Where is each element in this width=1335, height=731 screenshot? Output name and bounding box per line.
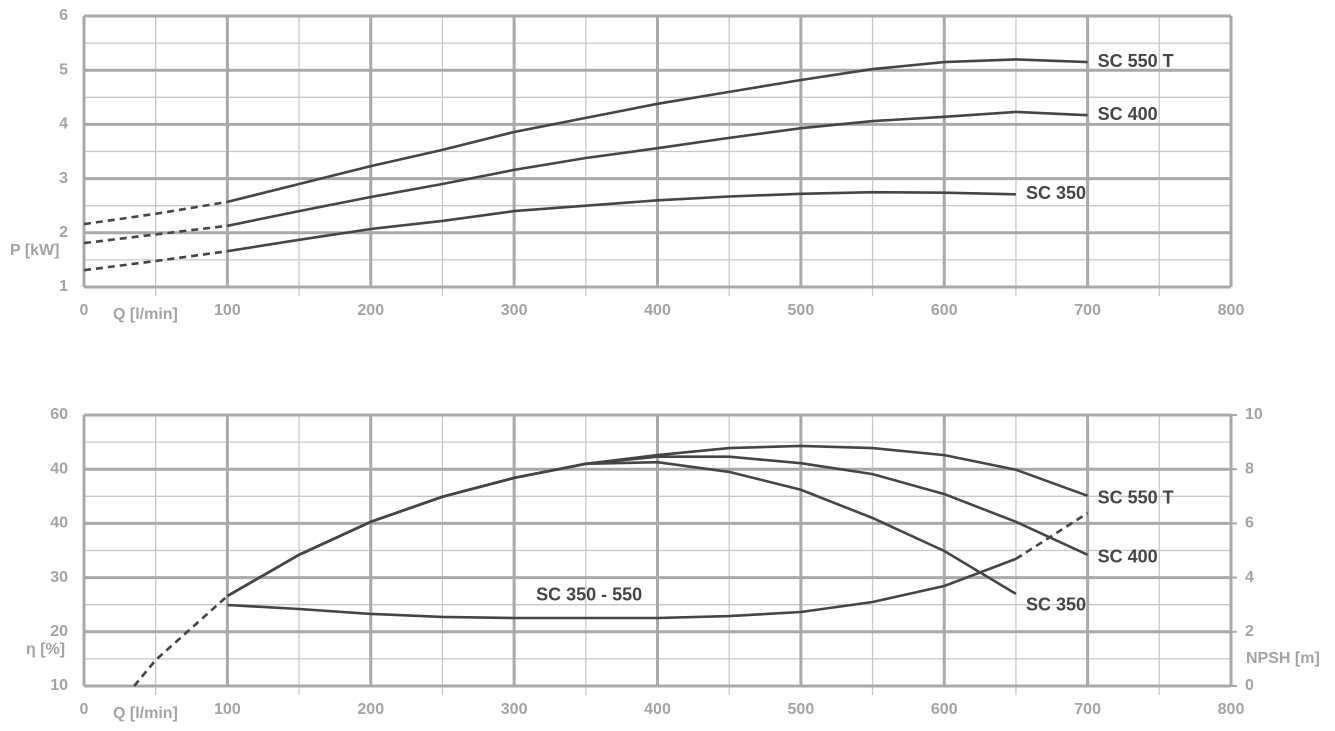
y-tick-label: 30 — [50, 569, 68, 586]
x-tick-label: 700 — [1074, 701, 1101, 718]
x-tick-label: 400 — [644, 302, 671, 319]
y-tick-label: 1 — [59, 278, 68, 295]
curve-label: SC 350 — [1026, 595, 1086, 615]
y2-axis-label: NPSH [m] — [1246, 650, 1320, 667]
y-axis-label: η [%] — [26, 641, 65, 658]
y2-tick-label: 8 — [1245, 460, 1254, 477]
y-tick-label: 60 — [50, 406, 68, 423]
x-tick-label: 300 — [501, 701, 528, 718]
y2-tick-label: 0 — [1245, 677, 1254, 694]
curve-label: SC 550 T — [1098, 51, 1174, 71]
dashed-curve — [83, 224, 228, 245]
y-axis-label: P [kW] — [10, 242, 59, 259]
y-tick-label: 2 — [59, 224, 68, 241]
y2-tick-label: 2 — [1245, 623, 1254, 640]
curve — [227, 110, 1088, 228]
dashed-curve — [133, 595, 229, 687]
x-tick-label: 600 — [931, 302, 958, 319]
x-tick-label: 600 — [931, 701, 958, 718]
y-tick-label: 3 — [59, 170, 68, 187]
x-tick-label: 200 — [357, 302, 384, 319]
x-tick-label: 800 — [1218, 302, 1245, 319]
x-axis-label: Q [l/min] — [113, 306, 178, 323]
x-tick-label: 0 — [80, 701, 89, 718]
x-tick-label: 500 — [788, 302, 815, 319]
y-tick-label: 4 — [59, 116, 68, 133]
dashed-curve — [83, 200, 228, 226]
x-tick-label: 100 — [214, 701, 241, 718]
dashed-curve — [83, 249, 228, 272]
y-tick-label: 40 — [50, 460, 68, 477]
curve-label: SC 350 - 550 — [536, 585, 642, 605]
y-tick-label: 40 — [50, 515, 68, 532]
y-tick-label: 5 — [59, 61, 68, 78]
x-tick-label: 800 — [1218, 701, 1245, 718]
y-tick-label: 6 — [59, 7, 68, 24]
dashed-curve — [1015, 512, 1089, 560]
x-tick-label: 400 — [644, 701, 671, 718]
y2-tick-label: 6 — [1245, 515, 1254, 532]
curve-label: SC 550 T — [1098, 488, 1174, 508]
curve-label: SC 350 — [1026, 183, 1086, 203]
x-tick-label: 500 — [788, 701, 815, 718]
curve — [227, 58, 1088, 204]
curve-label: SC 400 — [1098, 547, 1158, 567]
x-tick-label: 200 — [357, 701, 384, 718]
curve — [227, 557, 1017, 620]
x-tick-label: 700 — [1074, 302, 1101, 319]
y-tick-label: 20 — [50, 623, 68, 640]
curve — [227, 190, 1016, 253]
x-tick-label: 100 — [214, 302, 241, 319]
x-tick-label: 0 — [80, 302, 89, 319]
y2-tick-label: 4 — [1245, 569, 1254, 586]
x-tick-label: 300 — [501, 302, 528, 319]
curve-label: SC 400 — [1098, 104, 1158, 124]
y-tick-label: 10 — [50, 677, 68, 694]
x-axis-label: Q [l/min] — [113, 705, 178, 722]
curve — [226, 460, 1017, 598]
y2-tick-label: 10 — [1245, 406, 1263, 423]
